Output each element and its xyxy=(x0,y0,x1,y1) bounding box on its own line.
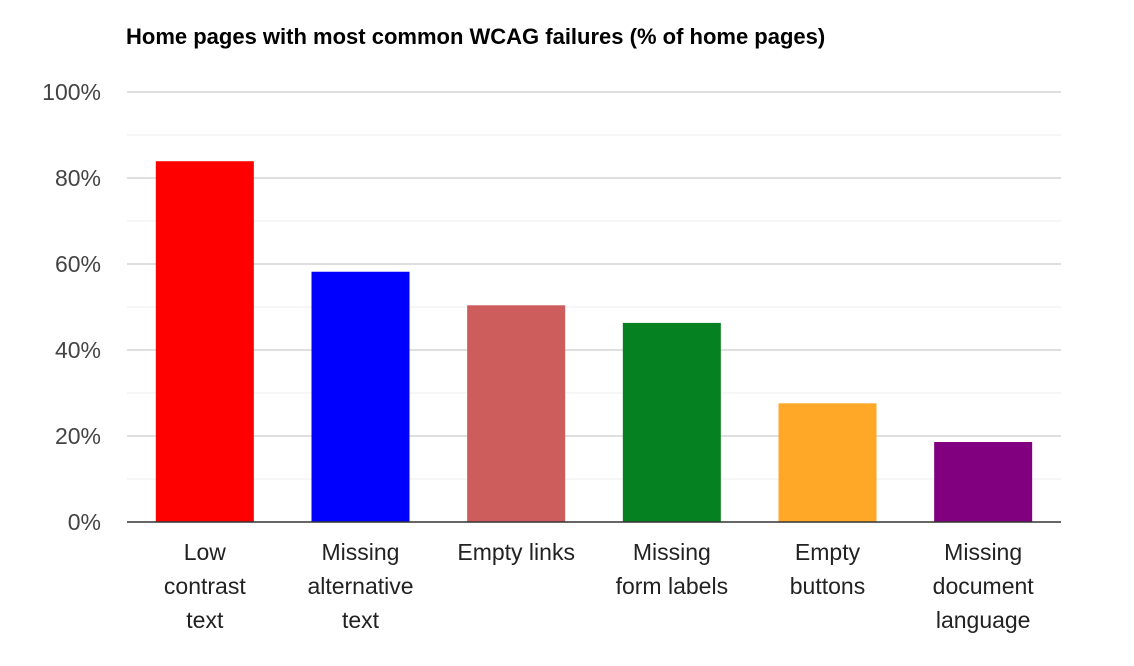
x-tick-label: Missing form labels xyxy=(616,539,728,599)
y-tick-label: 80% xyxy=(55,165,101,191)
x-tick-label: Low contrast text xyxy=(164,539,246,633)
bar xyxy=(311,271,410,522)
bar xyxy=(622,322,721,522)
x-tick-label: Empty links xyxy=(457,539,575,565)
y-tick-label: 0% xyxy=(68,509,101,535)
x-tick-label: Missing document language xyxy=(933,539,1035,633)
x-tick-label: Empty buttons xyxy=(790,539,865,599)
bar xyxy=(934,442,1033,522)
chart-title: Home pages with most common WCAG failure… xyxy=(126,24,826,49)
x-tick-label: Missing alternative text xyxy=(307,539,413,633)
y-axis-ticks: 0% 20% 40% 60% 80% 100% xyxy=(42,79,101,535)
bar xyxy=(778,403,877,522)
y-tick-label: 60% xyxy=(55,251,101,277)
bar xyxy=(155,161,254,523)
y-tick-label: 100% xyxy=(42,79,101,105)
grid-lines xyxy=(127,91,1061,480)
bars xyxy=(155,161,1033,523)
y-tick-label: 40% xyxy=(55,337,101,363)
x-axis-labels: Low contrast text Missing alternative text Emp… xyxy=(164,539,1034,633)
y-tick-label: 20% xyxy=(55,423,101,449)
bar xyxy=(467,305,566,522)
